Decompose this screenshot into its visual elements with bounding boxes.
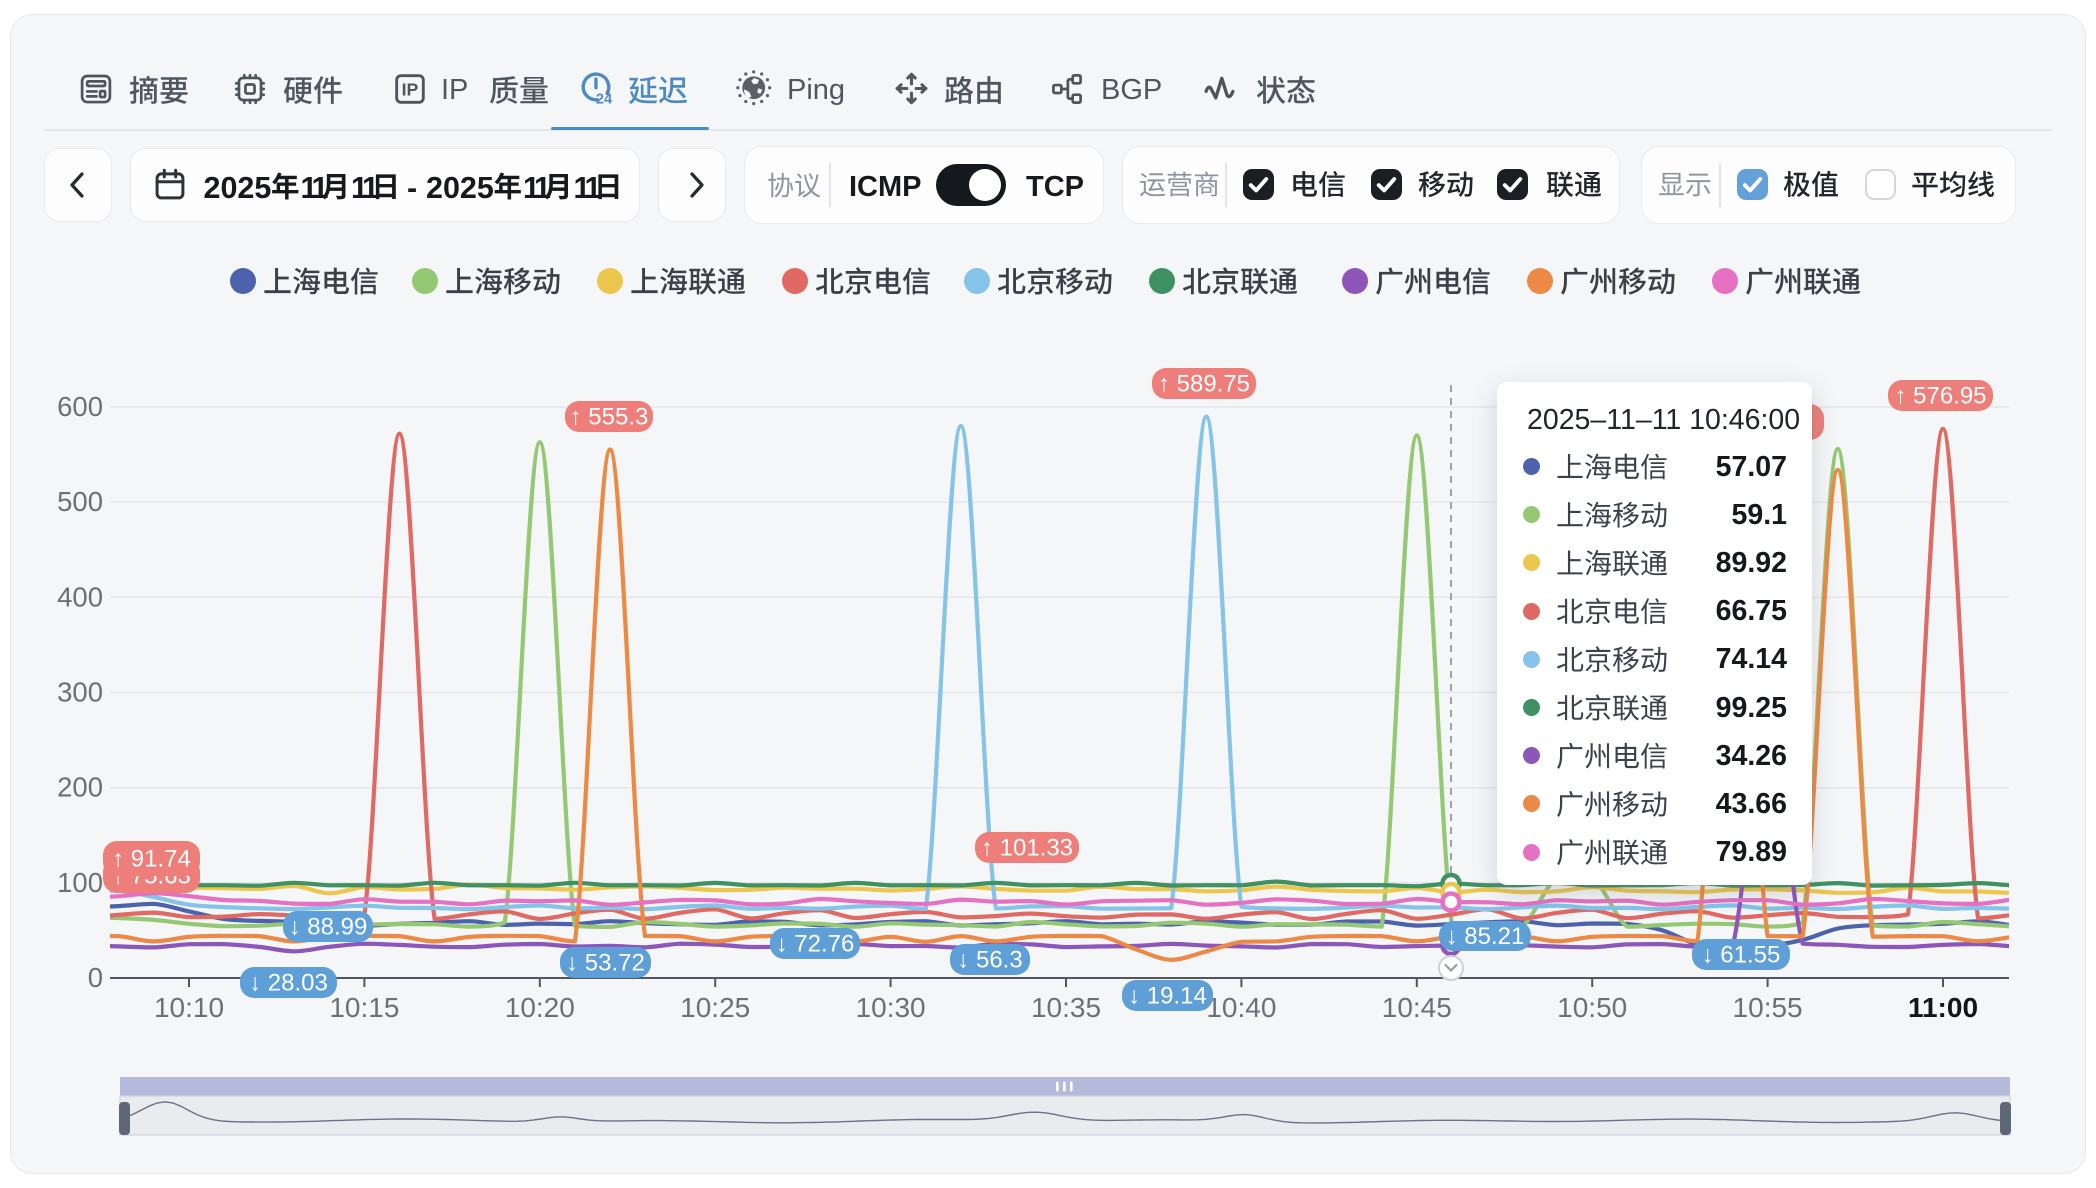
svg-text:10:20: 10:20: [505, 992, 575, 1023]
svg-text:24: 24: [596, 91, 613, 107]
svg-text:↓ 56.3: ↓ 56.3: [957, 947, 1022, 974]
svg-text:↓ 28.03: ↓ 28.03: [249, 970, 328, 997]
svg-text:↑ 91.74: ↑ 91.74: [112, 846, 191, 873]
svg-text:↑ 555.3: ↑ 555.3: [570, 404, 649, 431]
svg-text:300: 300: [57, 677, 103, 708]
svg-text:600: 600: [57, 391, 103, 422]
svg-text:10:50: 10:50: [1557, 992, 1627, 1023]
svg-text:10:10: 10:10: [154, 992, 224, 1023]
svg-text:↑ 589.75: ↑ 589.75: [1158, 371, 1250, 398]
svg-text:↓ 61.55: ↓ 61.55: [1702, 942, 1781, 969]
svg-text:10:55: 10:55: [1733, 992, 1803, 1023]
svg-text:↓ 19.14: ↓ 19.14: [1128, 983, 1207, 1010]
svg-text:10:35: 10:35: [1031, 992, 1101, 1023]
svg-text:200: 200: [57, 772, 103, 803]
svg-text:10:30: 10:30: [856, 992, 926, 1023]
svg-text:10:15: 10:15: [329, 992, 399, 1023]
svg-text:IP: IP: [402, 80, 419, 100]
svg-text:↓ 88.99: ↓ 88.99: [289, 914, 368, 941]
svg-text:500: 500: [57, 486, 103, 517]
svg-text:↓ 85.21: ↓ 85.21: [1446, 923, 1525, 950]
svg-text:↓ 72.76: ↓ 72.76: [776, 931, 855, 958]
svg-text:400: 400: [57, 581, 103, 612]
svg-text:↑ 101.33: ↑ 101.33: [981, 835, 1073, 862]
svg-text:0: 0: [88, 962, 103, 993]
svg-text:100: 100: [57, 867, 103, 898]
svg-text:11:00: 11:00: [1908, 992, 1978, 1023]
svg-text:↓ 53.72: ↓ 53.72: [566, 950, 645, 977]
svg-text:↑ 576.95: ↑ 576.95: [1894, 383, 1986, 410]
svg-text:10:45: 10:45: [1382, 992, 1452, 1023]
svg-text:10:25: 10:25: [680, 992, 750, 1023]
svg-text:10:40: 10:40: [1206, 992, 1276, 1023]
